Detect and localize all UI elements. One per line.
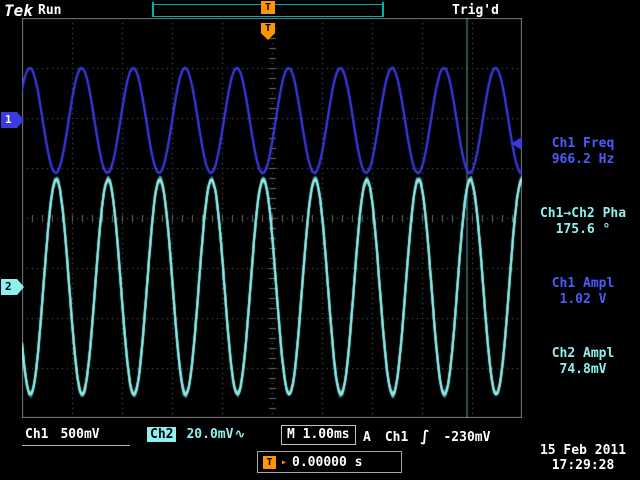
timebase-readout: M 1.00ms — [281, 425, 356, 445]
measurement-value: 1.02 V — [527, 292, 639, 308]
trigger-readout: A Ch1 ∫ -230mV — [363, 427, 490, 445]
time-value: 17:29:28 — [530, 458, 636, 473]
trigger-source: Ch1 — [385, 430, 408, 445]
acquisition-state: Run — [38, 3, 61, 18]
ac-coupling-icon: ∿ — [234, 427, 245, 442]
ch2-scale-readout: Ch2 20.0mV∿ — [147, 427, 245, 442]
date-value: 15 Feb 2011 — [530, 443, 636, 458]
measurement-value: 175.6 ° — [527, 222, 639, 238]
ch1-label: Ch1 — [25, 427, 48, 442]
record-view-right-tick — [382, 2, 384, 17]
ch1-ground-marker: 1 — [1, 112, 24, 128]
trigger-level-value: -230mV — [443, 430, 490, 445]
measurement-ch2-ampl: Ch2 Ampl 74.8mV — [527, 346, 639, 378]
trigger-status: Trig'd — [452, 3, 499, 18]
record-view-left-tick — [152, 2, 154, 17]
measurement-label: Ch1→Ch2 Pha — [527, 206, 639, 222]
measurement-label: Ch1 Ampl — [527, 276, 639, 292]
waveform-canvas — [22, 18, 522, 418]
trigger-marker-icon: T — [261, 1, 275, 14]
measurement-label: Ch2 Ampl — [527, 346, 639, 362]
measurement-label: Ch1 Freq — [527, 136, 639, 152]
measurement-ch1-freq: Ch1 Freq 966.2 Hz — [527, 136, 639, 168]
horizontal-position-readout: T ▸ 0.00000 s — [257, 451, 402, 473]
trigger-marker-icon: T — [263, 456, 276, 469]
ch2-ground-marker: 2 — [1, 279, 24, 295]
rising-slope-icon: ∫ — [420, 427, 429, 445]
datetime: 15 Feb 2011 17:29:28 — [530, 443, 636, 473]
graticule — [22, 18, 522, 418]
ch2-label-chip: Ch2 — [147, 427, 176, 442]
ch2-scale-value: 20.0mV — [186, 427, 233, 442]
ch1-scale-value: 500mV — [60, 427, 99, 442]
measurement-value: 74.8mV — [527, 362, 639, 378]
horizontal-position-value: 0.00000 s — [292, 455, 362, 470]
trigger-prefix: A — [363, 430, 371, 445]
right-arrow-icon: ▸ — [281, 457, 287, 468]
oscilloscope-screen: Tek Run T Trig'd T 1 2 Ch1 Freq 966.2 Hz… — [0, 0, 640, 480]
ch1-scale-readout: Ch1 500mV — [22, 427, 130, 446]
measurement-ch1-ampl: Ch1 Ampl 1.02 V — [527, 276, 639, 308]
measurement-value: 966.2 Hz — [527, 152, 639, 168]
measurement-ch1-ch2-phase: Ch1→Ch2 Pha 175.6 ° — [527, 206, 639, 238]
